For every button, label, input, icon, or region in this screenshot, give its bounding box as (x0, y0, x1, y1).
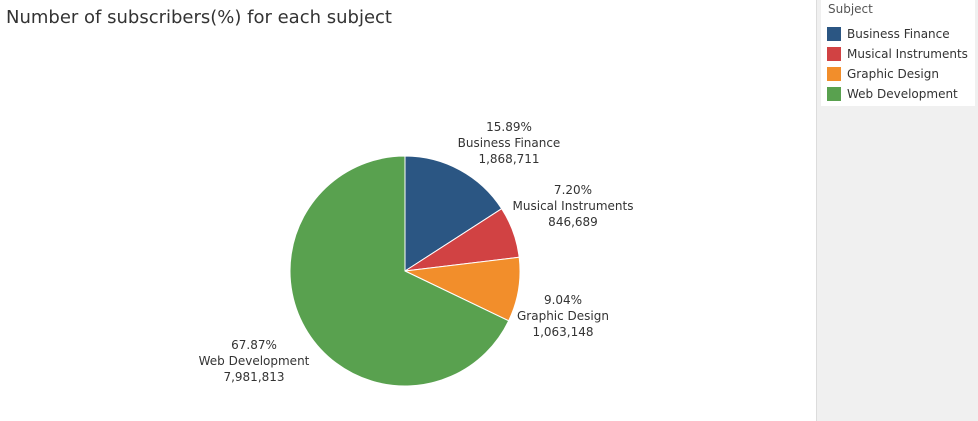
slice-value: 1,868,711 (478, 152, 540, 166)
slice-percent: 15.89% (486, 120, 532, 134)
slice-label-musical-instruments: 7.20% Musical Instruments 846,689 (513, 182, 634, 230)
slice-label-graphic-design: 9.04% Graphic Design 1,063,148 (517, 292, 609, 340)
slice-value: 7,981,813 (223, 370, 285, 384)
legend-item-musical-instruments[interactable]: Musical Instruments (827, 44, 968, 64)
pie-slices (289, 155, 521, 387)
slice-label-web-development: 67.87% Web Development 7,981,813 (199, 337, 310, 385)
legend-panel: Subject Business Finance Musical Instrum… (816, 0, 978, 421)
pie-chart (289, 155, 521, 387)
legend-item-graphic-design[interactable]: Graphic Design (827, 64, 968, 84)
slice-percent: 9.04% (543, 293, 583, 307)
legend-swatch (827, 87, 841, 101)
legend-label: Business Finance (847, 27, 950, 41)
slice-name: Web Development (198, 354, 310, 368)
legend-item-business-finance[interactable]: Business Finance (827, 24, 968, 44)
slice-percent: 67.87% (231, 338, 277, 352)
slice-name: Musical Instruments (512, 199, 634, 213)
legend-item-web-development[interactable]: Web Development (827, 84, 968, 104)
pie-slice-web-development[interactable] (289, 155, 510, 387)
slice-name: Business Finance (457, 136, 561, 150)
slice-value: 846,689 (548, 215, 598, 229)
legend-swatch (827, 27, 841, 41)
legend[interactable]: Subject Business Finance Musical Instrum… (821, 0, 975, 106)
slice-label-business-finance: 15.89% Business Finance 1,868,711 (458, 119, 561, 167)
pie-slice-business-finance[interactable] (404, 155, 503, 272)
legend-list: Business Finance Musical Instruments Gra… (827, 24, 968, 104)
slice-percent: 7.20% (553, 183, 593, 197)
slice-name: Graphic Design (517, 309, 609, 323)
slice-value: 1,063,148 (532, 325, 594, 339)
legend-label: Graphic Design (847, 67, 939, 81)
chart-title: Number of subscribers(%) for each subjec… (6, 7, 392, 28)
legend-title: Subject (828, 2, 873, 16)
legend-label: Web Development (847, 87, 958, 101)
chart-view: Number of subscribers(%) for each subjec… (6, 7, 634, 387)
legend-swatch (827, 47, 841, 61)
legend-label: Musical Instruments (847, 47, 968, 61)
legend-swatch (827, 67, 841, 81)
